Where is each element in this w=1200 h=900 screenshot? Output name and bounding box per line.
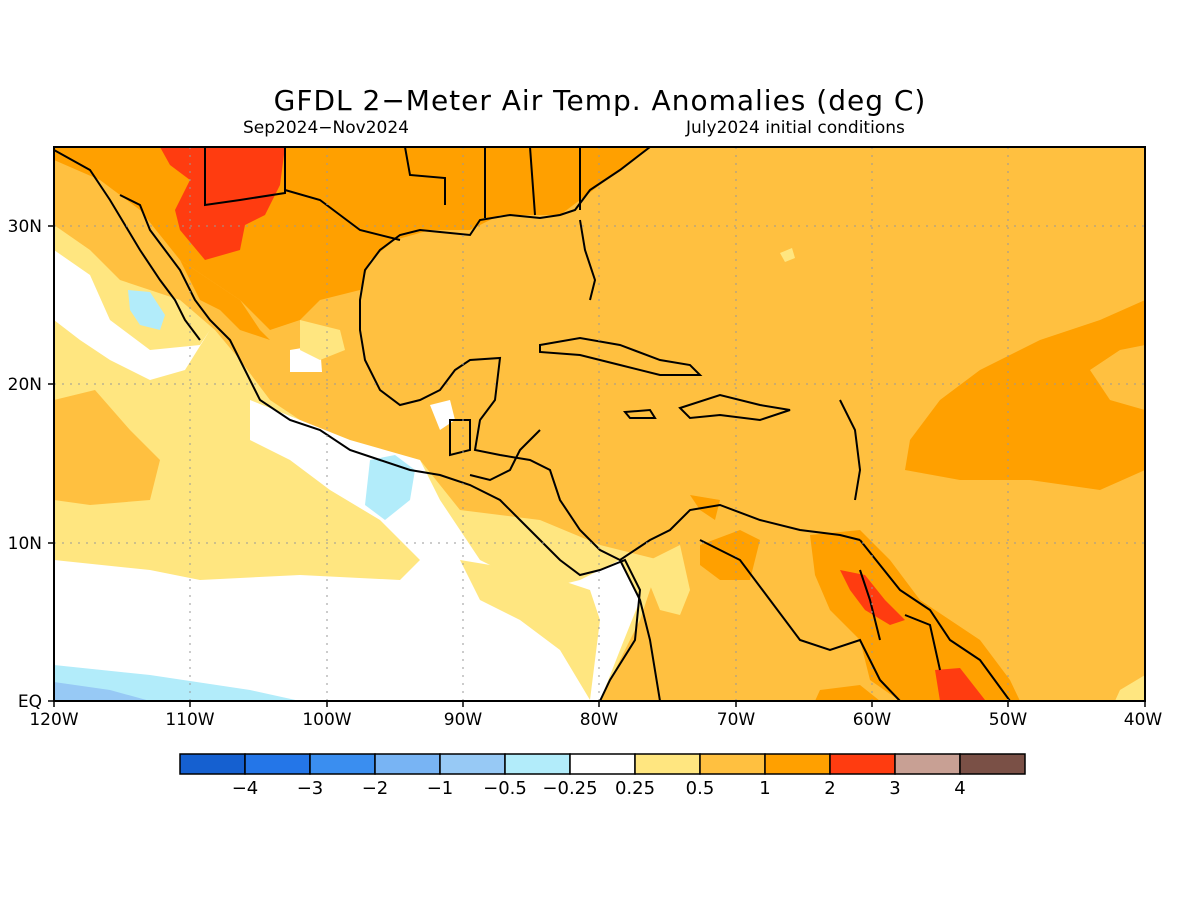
map-plot-area (54, 147, 1145, 701)
neutral-anomaly-baja (54, 250, 210, 380)
coast-baja-pacific (54, 149, 201, 341)
coast-florida (579, 219, 597, 301)
hot-anomaly-guyana (840, 570, 905, 625)
colorbar-swatch (309, 753, 376, 775)
x-tick-label: 120W (29, 710, 78, 730)
colorbar-swatch (829, 753, 896, 775)
colorbar-label: 1 (759, 778, 770, 799)
coast-lesser-antilles (839, 399, 862, 501)
warm-anomaly-guianas (810, 530, 1020, 701)
border-texas-louisiana (404, 147, 446, 205)
colorbar-swatch (699, 753, 766, 775)
anomaly-patch-atlantic (1090, 345, 1145, 410)
y-tick-label: 30N (8, 217, 42, 237)
colorbar-swatch (439, 753, 506, 775)
coast-cuba (539, 336, 703, 376)
coast-guianas (859, 539, 1011, 701)
init-conditions-label: July2024 initial conditions (686, 118, 905, 138)
cool-anomaly-baja (128, 290, 165, 330)
period-label: Sep2024−Nov2024 (243, 118, 409, 138)
colorbar-label: −0.25 (542, 778, 597, 799)
colorbar-label: −1 (427, 778, 454, 799)
map-title: GFDL 2−Meter Air Temp. Anomalies (deg C) (273, 84, 927, 117)
mild-anomaly-central-america-coast (460, 560, 600, 700)
colorbar-label: 2 (824, 778, 835, 799)
anomaly-patch-pacific-west (54, 390, 160, 505)
y-tick-label: 20N (8, 375, 42, 395)
border-venezuela-brazil (699, 539, 901, 701)
y-tick-label: 10N (8, 534, 42, 554)
cool-anomaly-offshore (365, 455, 415, 520)
colorbar-swatch (374, 753, 441, 775)
hot-anomaly-french-guiana (935, 668, 985, 701)
mild-anomaly-central-mexico (300, 320, 345, 360)
colorbar-label: −3 (297, 778, 324, 799)
mild-anomaly-colombia (650, 545, 690, 615)
coast-gulf-caribbean (359, 147, 861, 562)
x-tick-label: 50W (989, 710, 1028, 730)
mild-anomaly-southeast (1115, 675, 1145, 701)
colorbar-swatch (569, 753, 636, 775)
cold-anomaly-equator (54, 682, 150, 701)
border-us-states-south (484, 147, 581, 218)
coastlines (54, 147, 1011, 701)
x-tick-label: 80W (580, 710, 619, 730)
warm-anomaly-mexico-west (180, 260, 270, 340)
colorbar-label: −4 (232, 778, 259, 799)
coast-mexico-central-america-pacific (119, 194, 642, 701)
x-axis-labels: 120W 110W 100W 90W 80W 70W 60W 50W 40W (29, 710, 1162, 730)
colorbar-label: −2 (362, 778, 389, 799)
x-tick-label: 70W (717, 710, 756, 730)
border-central-america (469, 429, 541, 482)
border-us-mexico-states (204, 147, 286, 207)
neutral-anomaly-eastern-pacific (54, 400, 640, 701)
border-suriname (904, 614, 941, 671)
warm-anomaly-atlantic (905, 300, 1145, 490)
border-colombia (619, 559, 661, 701)
colorbar-swatch (244, 753, 311, 775)
colorbar-swatch (179, 753, 246, 775)
border-rio-grande (284, 189, 401, 241)
mild-anomaly-atlantic-spot (780, 248, 795, 262)
colorbar-swatch (764, 753, 831, 775)
coast-hispaniola (678, 393, 791, 422)
colorbar-label: 0.5 (686, 778, 715, 799)
colorbar-label: 0.25 (615, 778, 655, 799)
colorbar-swatch (894, 753, 961, 775)
neutral-anomaly-yucatan (430, 400, 455, 430)
colorbar-swatch (504, 753, 571, 775)
colorbar-label: 4 (954, 778, 965, 799)
colorbar-swatch (959, 753, 1026, 775)
coast-jamaica (622, 408, 657, 419)
x-tick-label: 60W (853, 710, 892, 730)
y-axis-labels: EQ 10N 20N 30N (8, 217, 42, 712)
y-tick-label: EQ (18, 692, 42, 712)
warm-anomaly-brazil-north (815, 685, 880, 701)
x-tick-label: 110W (165, 710, 214, 730)
colorbar-label: −0.5 (483, 778, 527, 799)
border-guyana (859, 569, 881, 641)
x-tick-label: 40W (1124, 710, 1163, 730)
colorbar-label: 3 (889, 778, 900, 799)
map-gridlines (54, 147, 1145, 701)
x-tick-label: 90W (444, 710, 483, 730)
colorbar-swatch (634, 753, 701, 775)
axis-ticks (48, 225, 1146, 707)
colorbar: −4 −3 −2 −1 −0.5 −0.25 0.25 0.5 1 2 3 4 (179, 753, 1026, 799)
x-tick-label: 100W (302, 710, 351, 730)
